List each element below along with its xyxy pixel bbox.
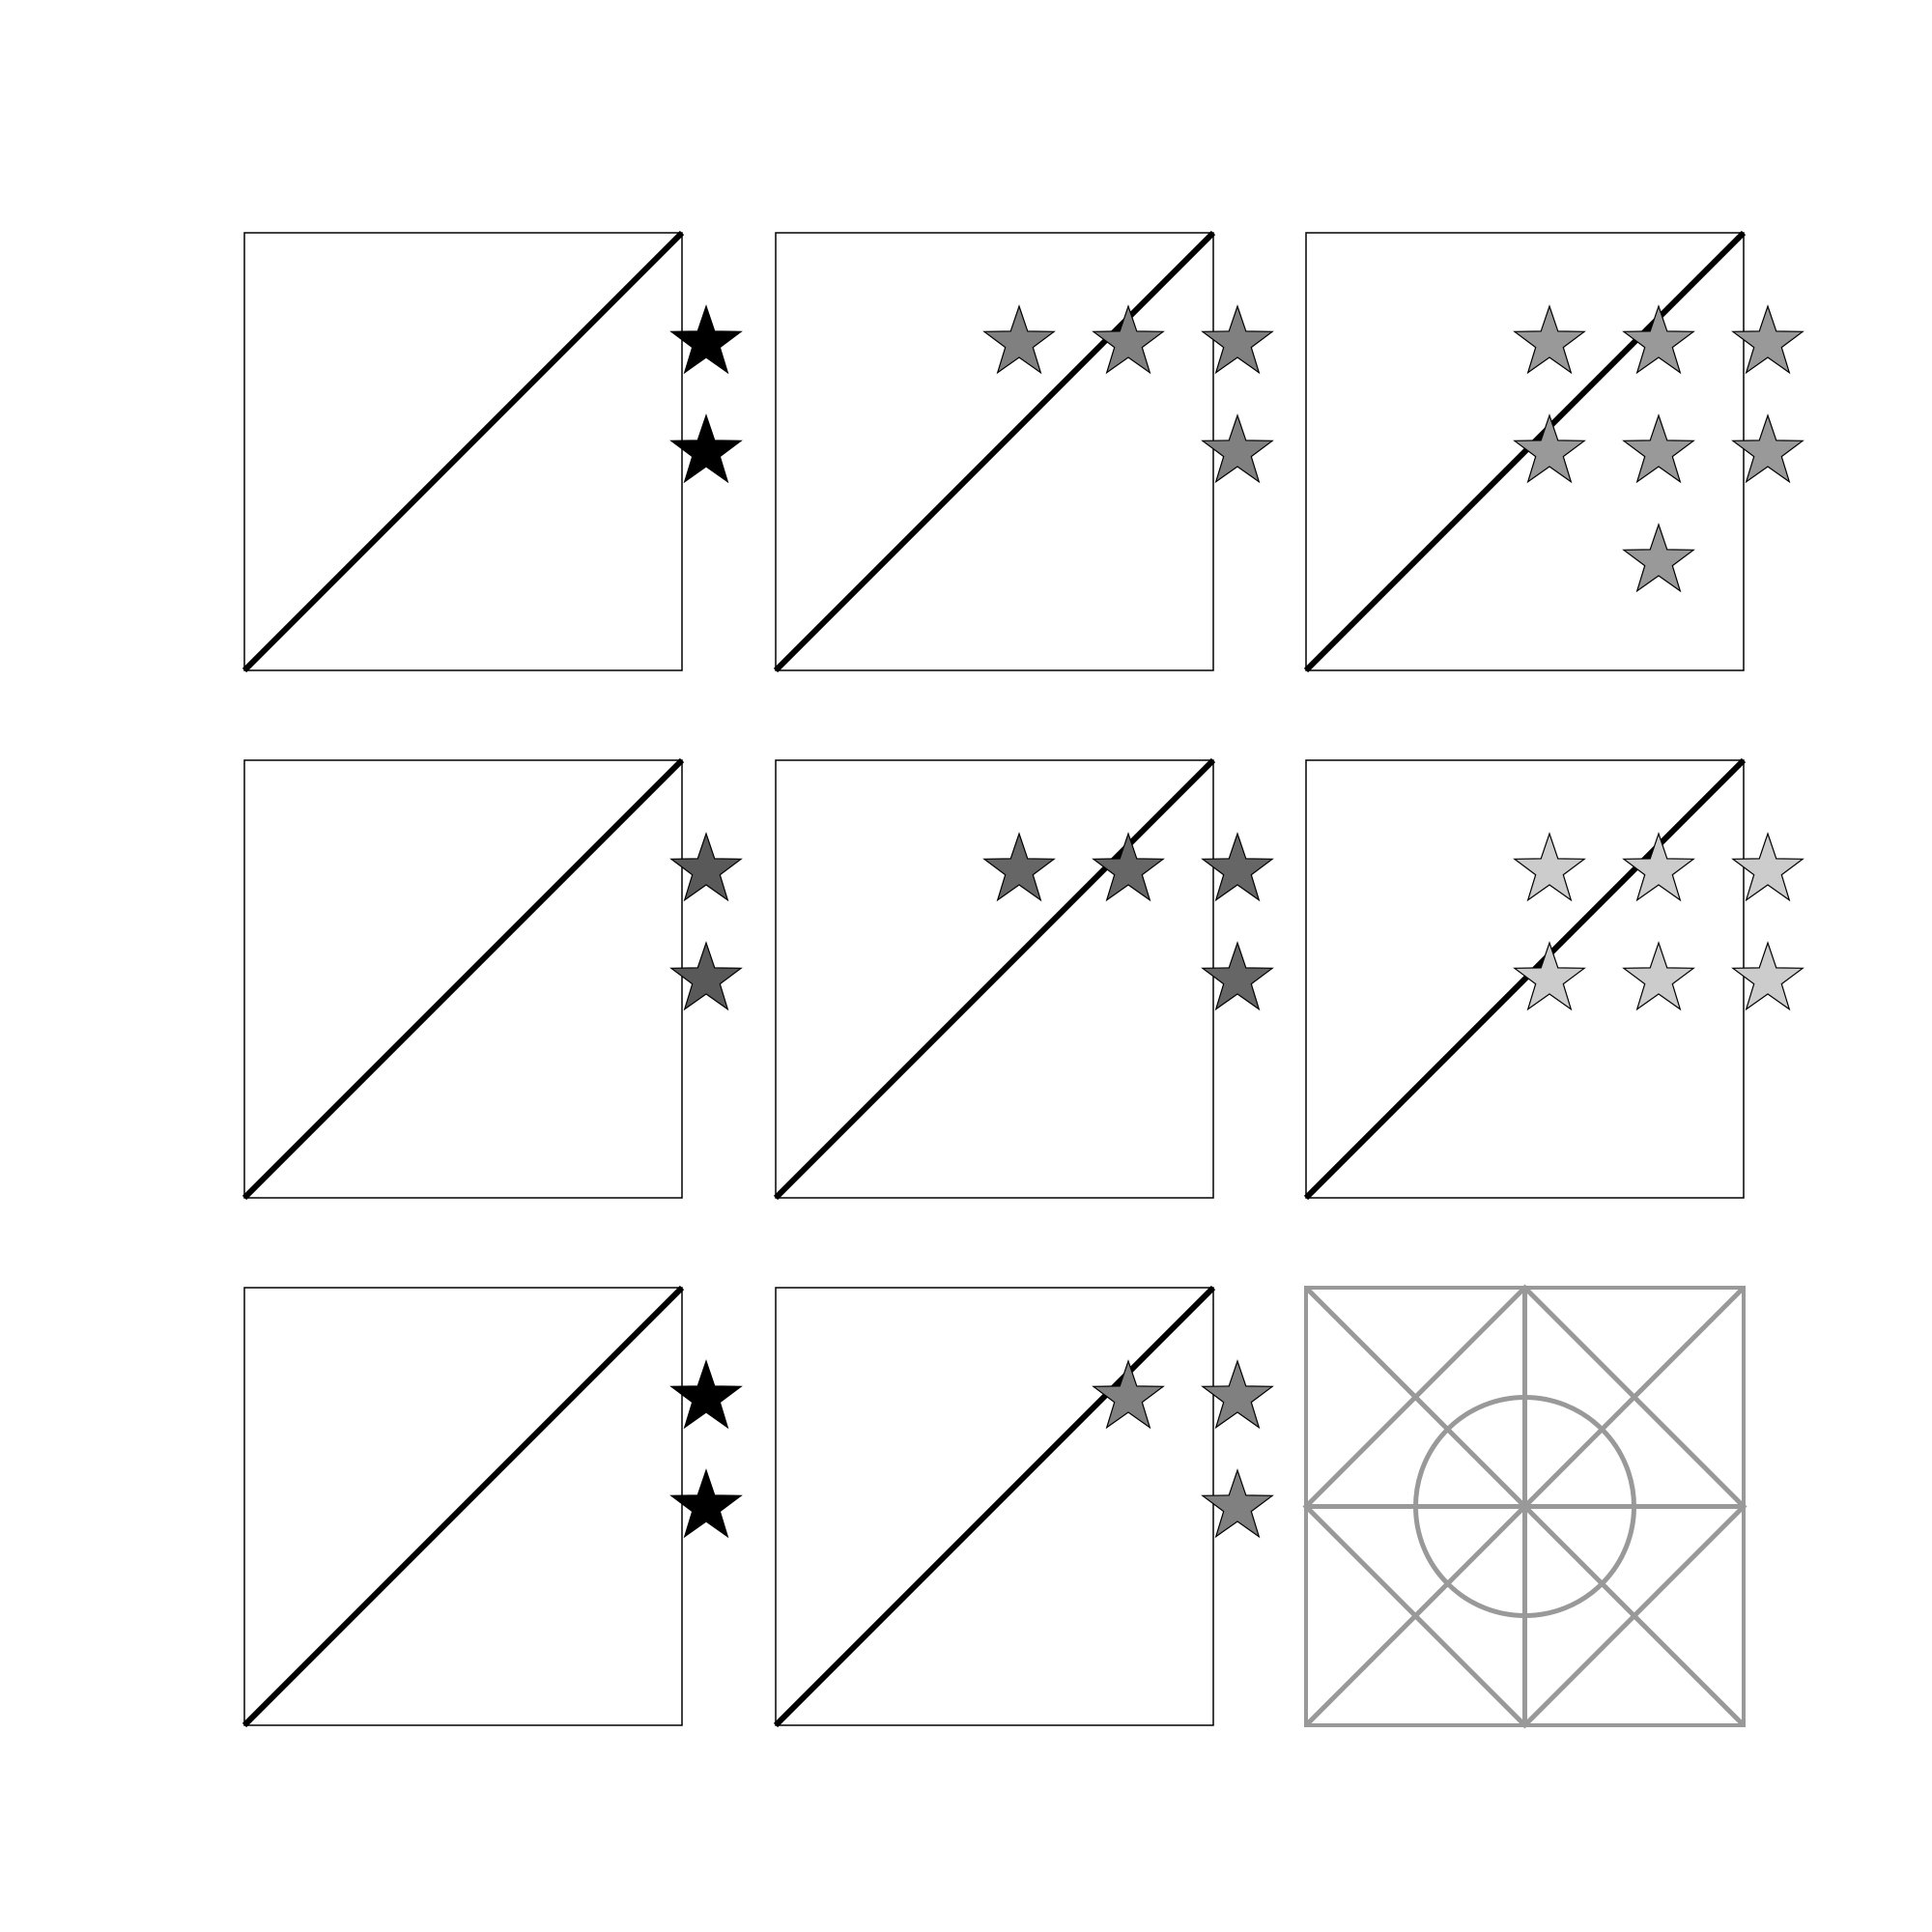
- panel-r2c2: [773, 757, 1274, 1201]
- star-icon: [1731, 832, 1804, 902]
- star-icon: [1731, 304, 1804, 375]
- star-icon: [669, 413, 743, 484]
- star-icon: [669, 304, 743, 375]
- diagonal-line: [1303, 757, 1747, 1201]
- star-icon: [1731, 413, 1804, 484]
- star-icon: [1622, 304, 1695, 375]
- star-icon: [669, 941, 743, 1011]
- star-icon: [669, 832, 743, 902]
- star-icon: [1513, 941, 1586, 1011]
- panel-r1c1: [242, 230, 743, 673]
- star-icon: [1092, 304, 1165, 375]
- panel-r3c2: [773, 1285, 1274, 1728]
- star-icon: [1513, 304, 1586, 375]
- panel-r1c3: [1303, 230, 1804, 673]
- star-icon: [669, 1468, 743, 1539]
- panel-r3c1: [242, 1285, 743, 1728]
- diagonal-line: [773, 230, 1216, 673]
- star-icon: [1092, 832, 1165, 902]
- star-icon: [1201, 1359, 1274, 1430]
- star-icon: [1201, 832, 1274, 902]
- diagonal-line: [242, 230, 685, 673]
- diagonal-line: [242, 757, 685, 1201]
- star-icon: [1201, 304, 1274, 375]
- star-icon: [669, 1359, 743, 1430]
- star-icon: [1513, 413, 1586, 484]
- star-icon: [1092, 1359, 1165, 1430]
- star-icon: [1622, 523, 1695, 593]
- star-icon: [1513, 832, 1586, 902]
- panel-r1c2: [773, 230, 1274, 673]
- diagonal-line: [773, 1285, 1216, 1728]
- panel-r2c1: [242, 757, 743, 1201]
- star-icon: [1622, 832, 1695, 902]
- star-icon: [1201, 1468, 1274, 1539]
- star-icon: [1622, 413, 1695, 484]
- diagonal-line: [1303, 230, 1747, 673]
- placeholder-frame: [1304, 1286, 1746, 1727]
- star-icon: [1201, 941, 1274, 1011]
- diagonal-line: [773, 757, 1216, 1201]
- star-icon: [982, 304, 1056, 375]
- star-icon: [1201, 413, 1274, 484]
- star-icon: [982, 832, 1056, 902]
- panel-r2c3: [1303, 757, 1804, 1201]
- star-icon: [1731, 941, 1804, 1011]
- placeholder-circle: [1413, 1395, 1636, 1618]
- star-icon: [1622, 941, 1695, 1011]
- panel-r3c3: [1302, 1284, 1747, 1729]
- diagonal-line: [242, 1285, 685, 1728]
